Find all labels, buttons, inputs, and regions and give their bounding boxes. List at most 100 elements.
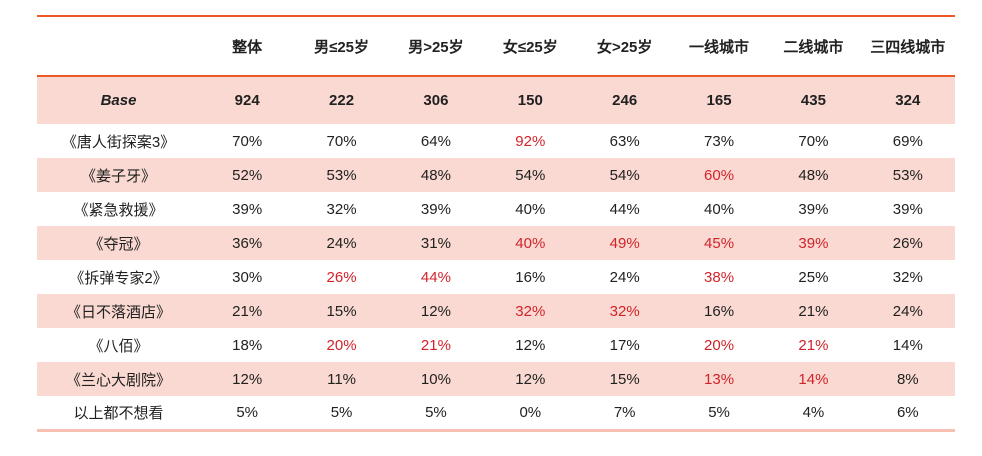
header-cell-male-u25: 男≤25岁 bbox=[294, 15, 389, 77]
cell-value: 21% bbox=[798, 336, 829, 354]
base-cell: 246 bbox=[612, 92, 638, 109]
cell-value: 17% bbox=[609, 336, 640, 354]
cell-value: 15% bbox=[609, 370, 640, 388]
cell-value: 16% bbox=[515, 268, 546, 286]
row-label: 《八佰》 bbox=[88, 337, 149, 355]
cell-value: 20% bbox=[704, 336, 735, 354]
base-cell: 435 bbox=[800, 92, 826, 109]
cell-value: 73% bbox=[704, 132, 735, 150]
cell-value: 70% bbox=[326, 132, 357, 150]
cell-value: 25% bbox=[798, 268, 829, 286]
base-row-label: Base bbox=[100, 92, 137, 109]
cell-value: 39% bbox=[798, 234, 829, 252]
cell-value: 12% bbox=[420, 302, 451, 320]
cell-value: 26% bbox=[892, 234, 923, 252]
cell-value: 16% bbox=[704, 302, 735, 320]
cell-value: 39% bbox=[420, 200, 451, 218]
cell-value: 21% bbox=[232, 302, 263, 320]
cell-value: 49% bbox=[609, 234, 640, 252]
table-row: 《拆弹专家2》 30% 26% 44% 16% 24% 38% 25% 32% bbox=[37, 260, 955, 294]
cell-value: 31% bbox=[420, 234, 451, 252]
cell-value: 5% bbox=[388, 396, 484, 432]
table-body: Base 924 222 306 150 246 165 435 324 《唐人… bbox=[37, 76, 955, 432]
cell-value: 18% bbox=[232, 336, 263, 354]
cell-value: 48% bbox=[420, 166, 451, 184]
table-row: 《紧急救援》 39% 32% 39% 40% 44% 40% 39% 39% bbox=[37, 192, 955, 226]
cell-value: 64% bbox=[420, 132, 451, 150]
cell-value: 38% bbox=[704, 268, 735, 286]
row-label: 《夺冠》 bbox=[88, 235, 149, 253]
cell-value: 32% bbox=[326, 200, 357, 218]
cell-value: 0% bbox=[483, 396, 578, 432]
cell-value: 14% bbox=[892, 336, 923, 354]
cell-value: 32% bbox=[515, 302, 546, 320]
table-row: 《唐人街探案3》 70% 70% 64% 92% 63% 73% 70% 69% bbox=[37, 124, 955, 158]
cell-value: 32% bbox=[609, 302, 640, 320]
cell-value: 54% bbox=[609, 166, 640, 184]
base-cell: 924 bbox=[234, 92, 260, 109]
row-label: 《拆弹专家2》 bbox=[69, 269, 168, 287]
cell-value: 40% bbox=[515, 234, 546, 252]
header-cell-total: 整体 bbox=[200, 15, 295, 77]
cell-value: 24% bbox=[326, 234, 357, 252]
header-row: 整体 男≤25岁 男>25岁 女≤25岁 女>25岁 一线城市 二线城市 三四线… bbox=[37, 15, 955, 77]
cell-value: 32% bbox=[892, 268, 923, 286]
cell-value: 13% bbox=[704, 370, 735, 388]
cell-value: 14% bbox=[798, 370, 829, 388]
cell-value: 39% bbox=[232, 200, 263, 218]
table-row: 《夺冠》 36% 24% 31% 40% 49% 45% 39% 26% bbox=[37, 226, 955, 260]
cell-value: 21% bbox=[420, 336, 451, 354]
header-cell-male-o25: 男>25岁 bbox=[388, 15, 484, 77]
table-row: 《姜子牙》 52% 53% 48% 54% 54% 60% 48% 53% bbox=[37, 158, 955, 192]
cell-value: 52% bbox=[232, 166, 263, 184]
cell-value: 70% bbox=[798, 132, 829, 150]
table-row: 以上都不想看 5% 5% 5% 0% 7% 5% 4% 6% bbox=[37, 396, 955, 432]
cell-value: 20% bbox=[326, 336, 357, 354]
crosstab-table: 整体 男≤25岁 男>25岁 女≤25岁 女>25岁 一线城市 二线城市 三四线… bbox=[37, 15, 955, 432]
header-cell-female-u25: 女≤25岁 bbox=[483, 15, 578, 77]
base-cell: 222 bbox=[329, 92, 355, 109]
cell-value: 53% bbox=[892, 166, 923, 184]
header-cell-empty bbox=[37, 15, 200, 77]
table-row: 《日不落酒店》 21% 15% 12% 32% 32% 16% 21% 24% bbox=[37, 294, 955, 328]
base-cell: 165 bbox=[706, 92, 732, 109]
cell-value: 48% bbox=[798, 166, 829, 184]
cell-value: 24% bbox=[609, 268, 640, 286]
cell-value: 24% bbox=[892, 302, 923, 320]
cell-value: 4% bbox=[766, 396, 861, 432]
cell-value: 12% bbox=[515, 336, 546, 354]
cell-value: 12% bbox=[232, 370, 263, 388]
cell-value: 40% bbox=[704, 200, 735, 218]
cell-value: 92% bbox=[515, 132, 546, 150]
cell-value: 15% bbox=[326, 302, 357, 320]
cell-value: 54% bbox=[515, 166, 546, 184]
base-cell: 150 bbox=[517, 92, 543, 109]
cell-value: 12% bbox=[515, 370, 546, 388]
cell-value: 7% bbox=[577, 396, 672, 432]
row-label: 《唐人街探案3》 bbox=[61, 133, 176, 151]
header-cell-tier2: 二线城市 bbox=[766, 15, 861, 77]
cell-value: 5% bbox=[200, 396, 295, 432]
row-label: 《姜子牙》 bbox=[80, 167, 156, 185]
cell-value: 63% bbox=[609, 132, 640, 150]
cell-value: 60% bbox=[704, 166, 735, 184]
cell-value: 40% bbox=[515, 200, 546, 218]
cell-value: 30% bbox=[232, 268, 263, 286]
cell-value: 69% bbox=[892, 132, 923, 150]
cell-value: 10% bbox=[420, 370, 451, 388]
table-row: 《八佰》 18% 20% 21% 12% 17% 20% 21% 14% bbox=[37, 328, 955, 362]
table-header: 整体 男≤25岁 男>25岁 女≤25岁 女>25岁 一线城市 二线城市 三四线… bbox=[37, 15, 955, 77]
header-cell-tier34: 三四线城市 bbox=[860, 15, 955, 77]
cell-value: 21% bbox=[798, 302, 829, 320]
cell-value: 45% bbox=[704, 234, 735, 252]
cell-value: 11% bbox=[327, 370, 357, 388]
header-cell-tier1: 一线城市 bbox=[671, 15, 767, 77]
row-label: 《兰心大剧院》 bbox=[65, 371, 171, 389]
base-row: Base 924 222 306 150 246 165 435 324 bbox=[37, 76, 955, 124]
cell-value: 44% bbox=[609, 200, 640, 218]
cell-value: 70% bbox=[232, 132, 263, 150]
cell-value: 44% bbox=[420, 268, 451, 286]
base-cell: 306 bbox=[423, 92, 449, 109]
row-label: 《日不落酒店》 bbox=[65, 303, 171, 321]
